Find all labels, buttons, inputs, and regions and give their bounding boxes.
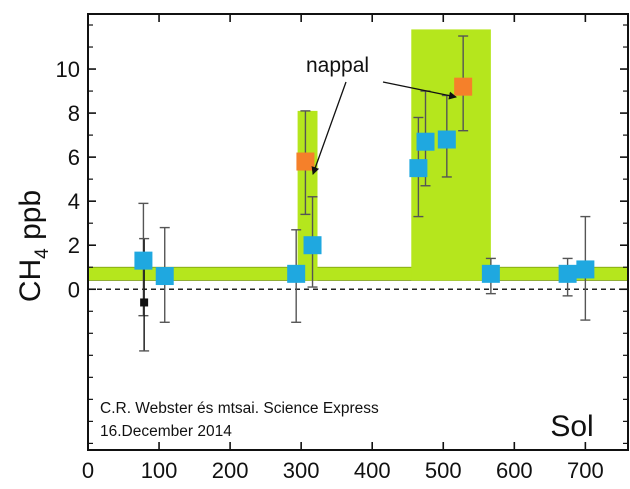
y-tick-label: 4 (68, 189, 80, 214)
annotation-nappal: nappal (306, 54, 369, 77)
square-orange-point (454, 77, 473, 96)
square-blue-point (481, 264, 500, 283)
highlight-region-1 (297, 110, 318, 281)
x-tick-label: 300 (283, 458, 320, 483)
x-tick-label: 400 (354, 458, 391, 483)
ticks-layer: 0 100 200 300 400 500 600 700 0 2 4 6 8 10 (56, 14, 628, 483)
x-axis-label: Sol (550, 410, 593, 443)
square-blue-point (134, 251, 153, 270)
plot-frame (87, 13, 629, 451)
square-blue-point (155, 267, 174, 286)
y-axis-label: CH4 ppb (14, 190, 53, 302)
x-tick-label: 100 (141, 458, 178, 483)
x-tick-label: 700 (567, 458, 604, 483)
x-tick-label: 0 (82, 458, 94, 483)
text-layer: CH4 ppb Sol nappal C.R. Webster és mtsai… (14, 54, 594, 443)
credit-line-2: 16.December 2014 (100, 423, 232, 440)
y-tick-label: 8 (68, 101, 80, 126)
x-tick-label: 600 (496, 458, 533, 483)
x-tick-label: 200 (212, 458, 249, 483)
y-tick-label: 6 (68, 145, 80, 170)
x-tick-label: 500 (425, 458, 462, 483)
square-blue-point (416, 132, 435, 151)
y-tick-label: 2 (68, 233, 80, 258)
highlight-region-2 (411, 29, 491, 281)
square-blue-point (558, 264, 577, 283)
error-bars-layer (138, 35, 591, 352)
points-layer (134, 77, 595, 307)
arrow-to-right-point (382, 81, 457, 100)
square-black-point (140, 298, 149, 307)
frame-layer (87, 13, 629, 451)
square-blue-point (576, 260, 595, 279)
square-blue-point (437, 130, 456, 149)
credit-line-1: C.R. Webster és mtsai. Science Express (100, 400, 379, 417)
square-orange-point (296, 152, 315, 171)
y-tick-label: 10 (56, 57, 80, 82)
square-blue-point (287, 264, 306, 283)
square-blue-point (409, 159, 428, 178)
annotation-arrows (311, 81, 457, 175)
square-blue-point (303, 236, 322, 255)
y-tick-label: 0 (68, 277, 80, 302)
arrow-to-left-point (311, 81, 347, 175)
